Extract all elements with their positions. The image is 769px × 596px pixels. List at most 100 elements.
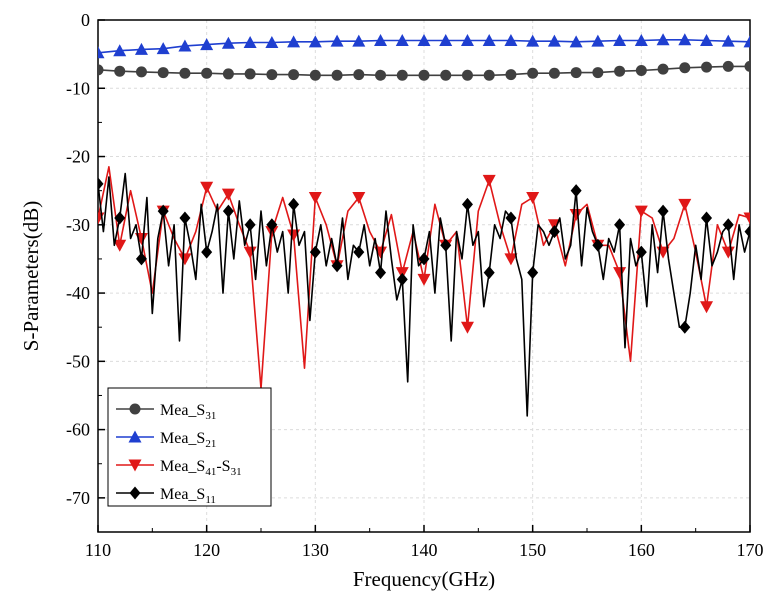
data-point <box>635 245 647 259</box>
data-point <box>461 197 473 211</box>
data-point <box>526 34 540 47</box>
x-tick-label: 120 <box>193 540 220 560</box>
legend-entry: Mea_S41-S31 <box>116 458 242 478</box>
legend-entry: Mea_S31 <box>116 402 216 422</box>
data-point <box>114 211 126 225</box>
x-tick-label: 110 <box>85 540 111 560</box>
data-point <box>98 46 105 59</box>
data-point <box>482 174 496 187</box>
data-point <box>570 184 582 198</box>
data-point <box>700 301 714 314</box>
legend-marker <box>129 403 141 415</box>
y-tick-label: -10 <box>66 78 90 98</box>
y-tick-label: -50 <box>66 351 90 371</box>
legend-marker <box>128 430 142 443</box>
data-point <box>656 33 670 46</box>
x-tick-label: 170 <box>737 540 764 560</box>
y-tick-label: -40 <box>66 283 90 303</box>
data-point <box>374 33 388 46</box>
data-point <box>352 34 366 47</box>
data-point <box>505 211 517 225</box>
data-point <box>135 252 147 266</box>
data-point <box>634 205 648 218</box>
legend-label: Mea_S31 <box>160 402 216 422</box>
data-point <box>439 33 453 46</box>
axis-ticks: 110 120 130 140 150 160 170 0 -10 -20 -30 -40 -50 -60… <box>66 10 764 560</box>
y-tick-label: -30 <box>66 215 90 235</box>
data-point <box>222 204 234 218</box>
data-point <box>701 61 713 73</box>
data-point <box>614 218 626 232</box>
data-point <box>200 181 214 194</box>
data-point <box>179 211 191 225</box>
data-point <box>743 212 750 225</box>
y-tick-label: -70 <box>66 488 90 508</box>
data-point <box>657 204 669 218</box>
data-point <box>114 65 126 77</box>
data-point <box>113 44 127 57</box>
series-layer <box>98 33 750 417</box>
data-point <box>418 252 430 266</box>
y-tick-label: -60 <box>66 420 90 440</box>
data-point <box>244 218 256 232</box>
data-point <box>743 35 750 48</box>
data-point <box>308 35 322 48</box>
data-point <box>527 266 539 280</box>
grid <box>98 20 750 532</box>
data-point <box>288 69 300 81</box>
data-point <box>309 245 321 259</box>
data-point <box>353 69 365 81</box>
data-point <box>134 42 148 55</box>
data-point <box>395 33 409 46</box>
data-point <box>527 67 539 79</box>
legend-label: Mea_S21 <box>160 430 216 450</box>
data-point <box>309 69 321 81</box>
data-point <box>722 60 734 72</box>
data-point <box>570 67 582 79</box>
data-point <box>156 42 170 55</box>
data-point <box>505 69 517 81</box>
data-point <box>504 33 518 46</box>
data-point <box>243 36 257 49</box>
data-point <box>548 67 560 79</box>
data-point <box>547 34 561 47</box>
data-point <box>569 209 583 222</box>
data-point <box>157 67 169 79</box>
data-point <box>375 69 387 81</box>
data-point <box>331 69 343 81</box>
x-axis-title: Frequency(GHz) <box>353 567 495 591</box>
data-point <box>744 225 750 239</box>
data-point <box>330 34 344 47</box>
data-point <box>460 33 474 46</box>
data-point <box>483 69 495 81</box>
data-point <box>200 38 214 51</box>
data-point <box>265 36 279 49</box>
data-point <box>504 253 518 266</box>
y-axis-title: S-Parameters(dB) <box>19 201 43 351</box>
data-point <box>113 239 127 252</box>
legend-entry: Mea_S11 <box>116 486 216 506</box>
data-point <box>569 35 583 48</box>
data-point <box>679 320 691 334</box>
data-point <box>700 33 714 46</box>
data-point <box>222 68 234 80</box>
data-point <box>635 65 647 77</box>
data-point <box>461 69 473 81</box>
data-point <box>179 67 191 79</box>
series-mea-s21 <box>98 33 750 59</box>
data-point <box>265 226 279 239</box>
data-point <box>244 68 256 80</box>
data-point <box>744 60 750 72</box>
data-point <box>201 67 213 79</box>
data-point <box>678 33 692 46</box>
data-point <box>613 267 627 280</box>
data-point <box>98 64 104 76</box>
data-point <box>591 34 605 47</box>
data-point <box>679 62 691 74</box>
data-point <box>178 253 192 266</box>
data-point <box>418 69 430 81</box>
data-point <box>440 238 452 252</box>
data-point <box>396 272 408 286</box>
y-tick-label: 0 <box>81 10 90 30</box>
